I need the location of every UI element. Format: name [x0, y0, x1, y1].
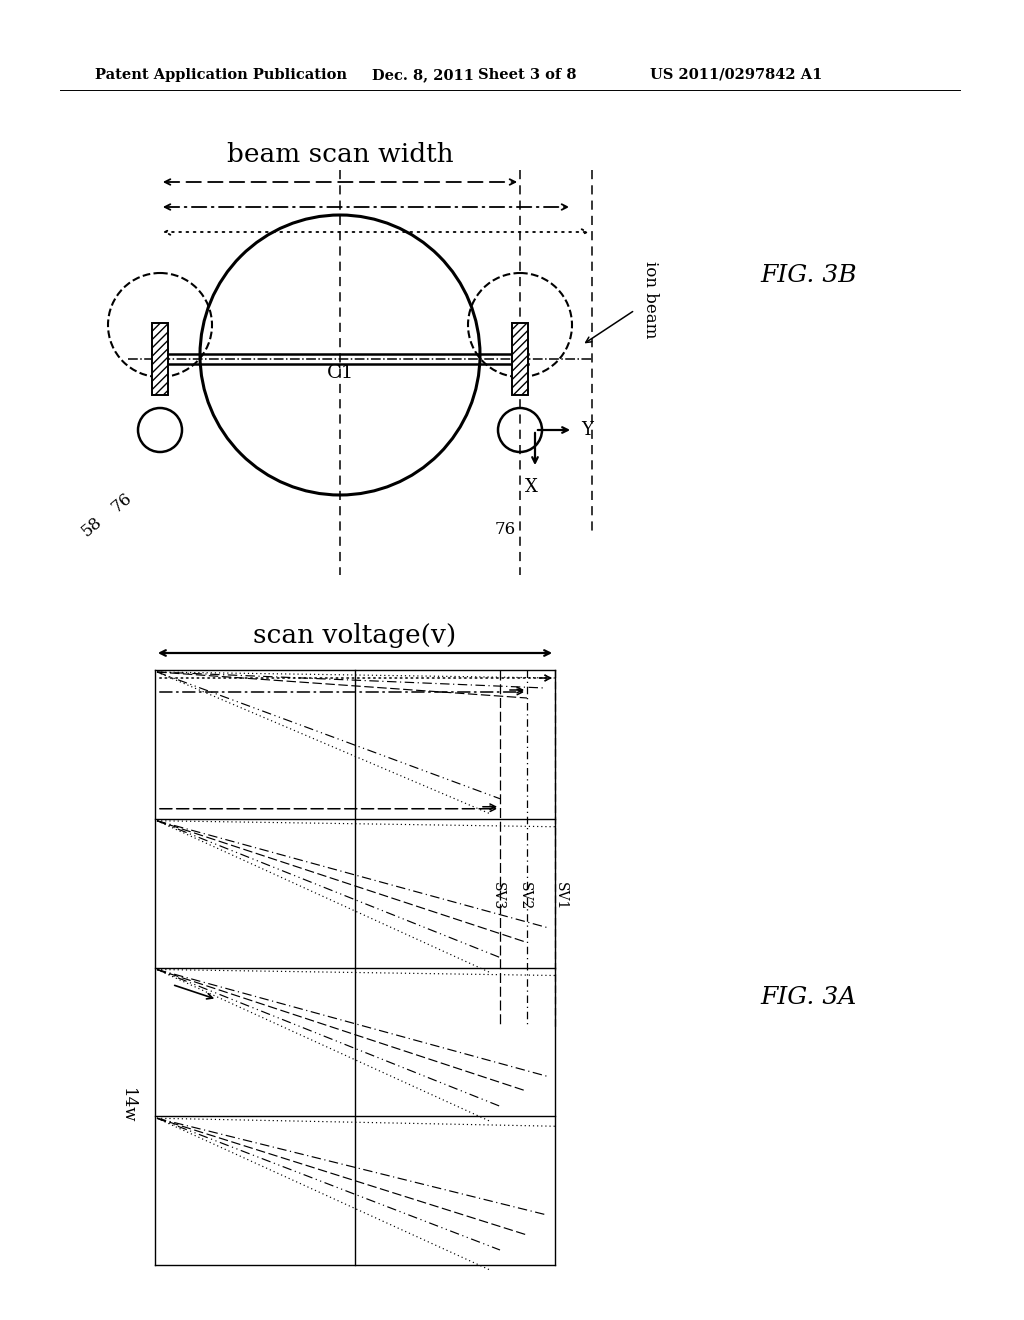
- Text: Y: Y: [581, 421, 593, 440]
- Text: C1: C1: [327, 364, 353, 381]
- Text: SV1: SV1: [554, 882, 568, 911]
- Text: Sheet 3 of 8: Sheet 3 of 8: [478, 69, 577, 82]
- Text: Dec. 8, 2011: Dec. 8, 2011: [372, 69, 474, 82]
- Bar: [152, 323, 168, 395]
- Text: 14w: 14w: [119, 1089, 135, 1125]
- Text: 58: 58: [79, 513, 105, 540]
- Text: SV3: SV3: [490, 882, 505, 911]
- Text: FIG. 3A: FIG. 3A: [760, 986, 856, 1008]
- Text: scan voltage(v): scan voltage(v): [253, 623, 457, 648]
- Text: US 2011/0297842 A1: US 2011/0297842 A1: [650, 69, 822, 82]
- Text: 76: 76: [109, 490, 135, 516]
- Text: ion beam: ion beam: [642, 261, 659, 339]
- Text: FIG. 3B: FIG. 3B: [760, 264, 857, 286]
- Text: Patent Application Publication: Patent Application Publication: [95, 69, 347, 82]
- Text: 76: 76: [495, 521, 515, 539]
- Bar: [512, 323, 528, 395]
- Text: beam scan width: beam scan width: [226, 143, 454, 168]
- Text: X: X: [524, 478, 538, 496]
- Text: SV2: SV2: [518, 882, 532, 911]
